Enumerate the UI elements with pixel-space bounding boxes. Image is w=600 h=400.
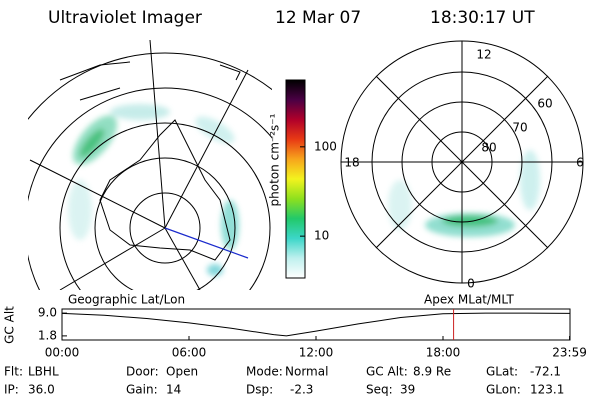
x-tick-label: 00:00 xyxy=(45,346,80,360)
date: 12 Mar 07 xyxy=(275,8,361,28)
mlt-label: 0 xyxy=(467,277,475,291)
right-label: Apex MLat/MLT xyxy=(424,293,514,307)
colorbar-tick-label: 100 xyxy=(314,139,337,153)
status-value: 14 xyxy=(166,383,181,397)
status-value: LBHL xyxy=(28,365,59,379)
x-tick-label: 18:00 xyxy=(426,346,461,360)
y-tick-label: 9.0 xyxy=(38,306,57,320)
mlt-label: 18 xyxy=(344,156,359,170)
status-label: Seq: xyxy=(366,383,393,397)
polar-plot: 12 18 6 0 60 70 80 xyxy=(340,40,584,291)
left-label: Geographic Lat/Lon xyxy=(68,293,185,307)
x-tick-label: 23:59 xyxy=(552,346,587,360)
colorbar xyxy=(285,79,306,279)
status-label: Gain: xyxy=(126,383,158,397)
colorbar-label: photon cm⁻²s⁻¹ xyxy=(268,113,282,206)
altitude-line xyxy=(61,312,571,337)
mlt-label: 6 xyxy=(576,156,584,170)
status-label: Mode: xyxy=(246,365,283,379)
status-label: GLat: xyxy=(486,365,518,379)
status-label: GC Alt: xyxy=(366,365,408,379)
status-value: -2.3 xyxy=(290,383,313,397)
x-tick-label: 06:00 xyxy=(172,346,207,360)
status-value: Normal xyxy=(285,365,328,379)
plot-frame xyxy=(61,308,571,341)
geo-map xyxy=(28,39,272,290)
title: Ultraviolet Imager xyxy=(48,8,202,28)
status-value: Open xyxy=(166,365,198,379)
status-value: 39 xyxy=(400,383,415,397)
status-label: Flt: xyxy=(4,365,23,379)
status-value: 123.1 xyxy=(530,383,564,397)
y-tick-label: 1.8 xyxy=(38,328,57,342)
time: 18:30:17 UT xyxy=(430,8,535,28)
status-label: Door: xyxy=(126,365,159,379)
status-value: -72.1 xyxy=(530,365,561,379)
mlt-label: 12 xyxy=(476,48,491,62)
status-label: IP: xyxy=(4,383,19,397)
status: Flt: LBHL Door: Open Mode: Normal GC Alt… xyxy=(4,365,564,397)
colorbar-tick-label: 10 xyxy=(314,229,329,243)
x-tick-label: 12:00 xyxy=(299,346,334,360)
status-value: 8.9 Re xyxy=(413,365,451,379)
status-label: Dsp: xyxy=(246,383,273,397)
status-label: GLon: xyxy=(486,383,521,397)
y-axis-label: GC Alt xyxy=(3,306,17,344)
mlat-label: 60 xyxy=(537,97,552,111)
status-value: 36.0 xyxy=(28,383,55,397)
mlat-label: 80 xyxy=(481,141,496,155)
mlat-label: 70 xyxy=(512,121,527,135)
